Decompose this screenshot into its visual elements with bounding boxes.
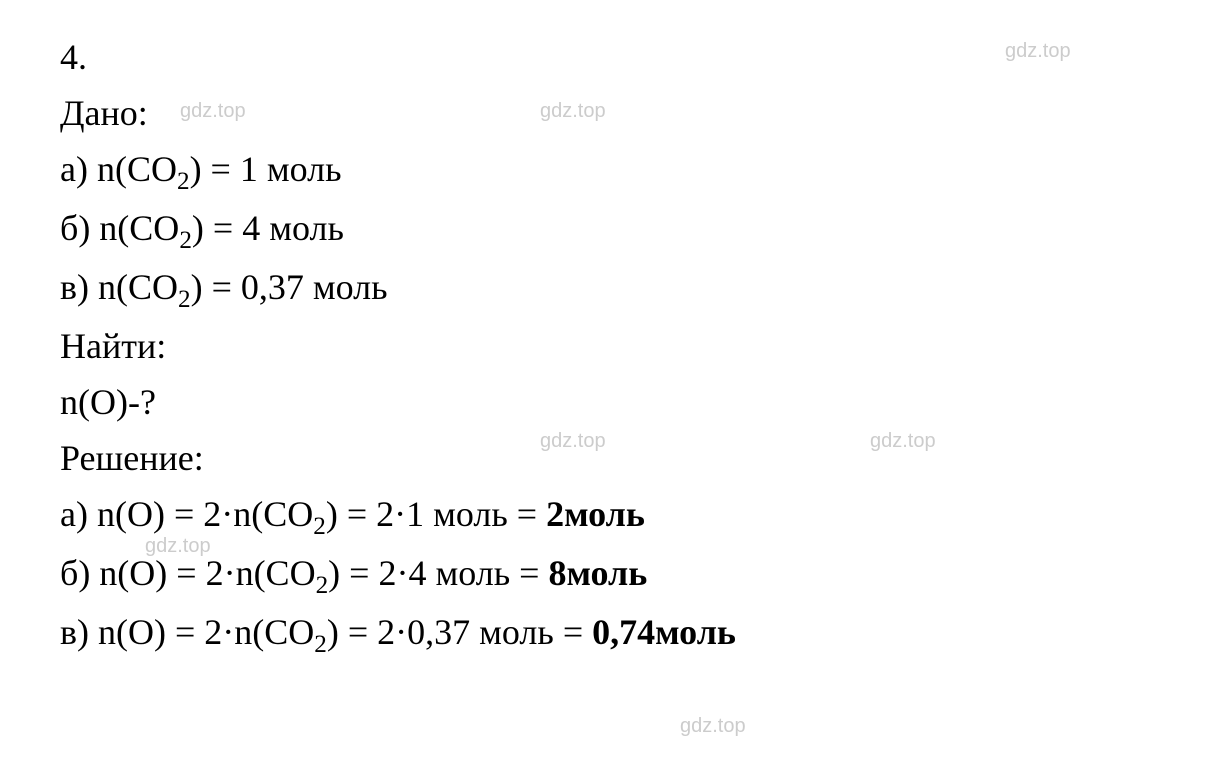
solution-a-mid: ) = 2·1 моль =	[326, 494, 546, 534]
given-b-suffix: ) = 4 моль	[192, 208, 344, 248]
given-b-prefix: б) n(CO	[60, 208, 179, 248]
given-c: в) n(CO2) = 0,37 моль	[60, 260, 1169, 319]
solution-c-sub: 2	[314, 631, 327, 658]
problem-content: 4. Дано: а) n(CO2) = 1 моль б) n(CO2) = …	[60, 30, 1169, 664]
given-b: б) n(CO2) = 4 моль	[60, 201, 1169, 260]
find-value: n(O)-?	[60, 375, 1169, 431]
given-a-suffix: ) = 1 моль	[190, 149, 342, 189]
solution-c-mid: ) = 2·0,37 моль =	[327, 612, 592, 652]
given-c-suffix: ) = 0,37 моль	[191, 267, 388, 307]
solution-a: а) n(O) = 2·n(CO2) = 2·1 моль = 2моль	[60, 487, 1169, 546]
given-a-sub: 2	[177, 168, 190, 195]
solution-b: б) n(O) = 2·n(CO2) = 2·4 моль = 8моль	[60, 546, 1169, 605]
given-label: Дано:	[60, 86, 1169, 142]
solution-b-prefix: б) n(O) = 2·n(CO	[60, 553, 316, 593]
watermark: gdz.top	[680, 715, 746, 738]
given-c-prefix: в) n(CO	[60, 267, 178, 307]
problem-number: 4.	[60, 30, 1169, 86]
solution-a-prefix: а) n(O) = 2·n(CO	[60, 494, 313, 534]
solution-b-answer: 8моль	[548, 553, 647, 593]
solution-a-answer: 2моль	[546, 494, 645, 534]
solution-b-sub: 2	[316, 572, 329, 599]
solution-label: Решение:	[60, 431, 1169, 487]
solution-a-sub: 2	[313, 513, 326, 540]
solution-b-mid: ) = 2·4 моль =	[328, 553, 548, 593]
solution-c-answer: 0,74моль	[592, 612, 736, 652]
find-label: Найти:	[60, 319, 1169, 375]
given-a: а) n(CO2) = 1 моль	[60, 142, 1169, 201]
given-c-sub: 2	[178, 286, 191, 313]
given-b-sub: 2	[179, 227, 192, 254]
given-a-prefix: а) n(CO	[60, 149, 177, 189]
solution-c-prefix: в) n(O) = 2·n(CO	[60, 612, 314, 652]
solution-c: в) n(O) = 2·n(CO2) = 2·0,37 моль = 0,74м…	[60, 605, 1169, 664]
